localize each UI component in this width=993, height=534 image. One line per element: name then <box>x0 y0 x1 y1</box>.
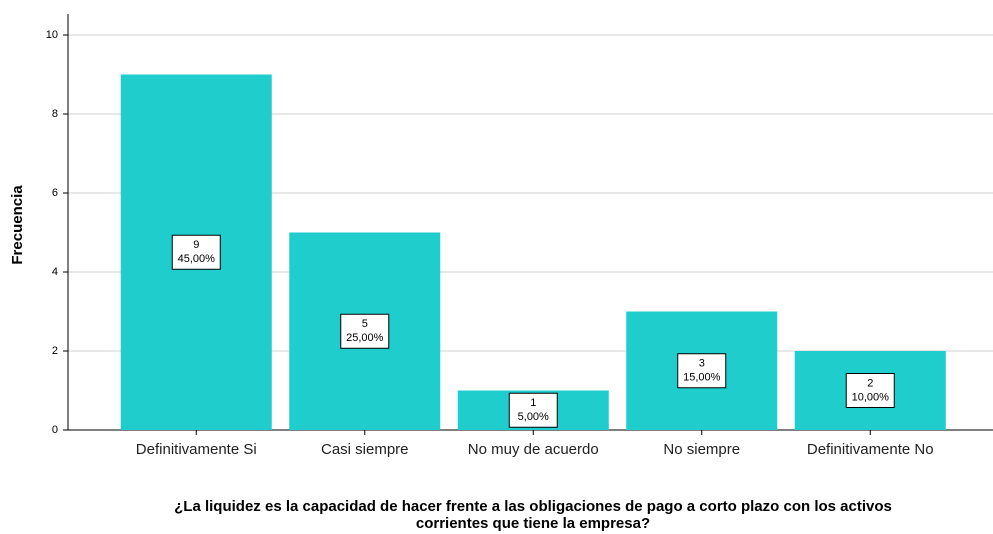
x-tick-label: No siempre <box>663 441 740 458</box>
x-tick-label: No muy de acuerdo <box>468 441 599 458</box>
data-label-box <box>677 353 727 389</box>
data-label: 10,00% <box>852 391 890 403</box>
y-tick-label: 4 <box>52 266 58 278</box>
data-label: 45,00% <box>178 253 216 265</box>
data-label: 25,00% <box>346 332 384 344</box>
x-axis-label: ¿La liquidez es la capacidad de hacer fr… <box>174 498 892 515</box>
x-tick-label: Definitivamente No <box>807 441 934 458</box>
data-label: 5,00% <box>518 411 549 423</box>
data-label: 15,00% <box>683 372 721 384</box>
data-label: 3 <box>699 358 705 370</box>
data-label: 1 <box>530 397 536 409</box>
y-tick-label: 8 <box>52 108 58 120</box>
y-tick-label: 2 <box>52 345 58 357</box>
x-tick-label: Definitivamente Si <box>136 441 257 458</box>
data-label-box <box>171 234 221 270</box>
y-tick-label: 6 <box>52 187 58 199</box>
data-label-box <box>845 373 895 408</box>
data-label: 9 <box>193 239 199 251</box>
y-tick-label: 0 <box>52 424 58 436</box>
x-axis-label: corrientes que tiene la empresa? <box>416 515 650 532</box>
y-tick-label: 10 <box>46 29 58 41</box>
data-label: 2 <box>867 377 873 389</box>
y-axis-label: Frecuencia <box>9 185 26 265</box>
data-label-box <box>508 392 558 428</box>
x-tick-label: Casi siempre <box>321 441 409 458</box>
data-label: 5 <box>362 318 368 330</box>
data-label-box <box>340 313 390 349</box>
